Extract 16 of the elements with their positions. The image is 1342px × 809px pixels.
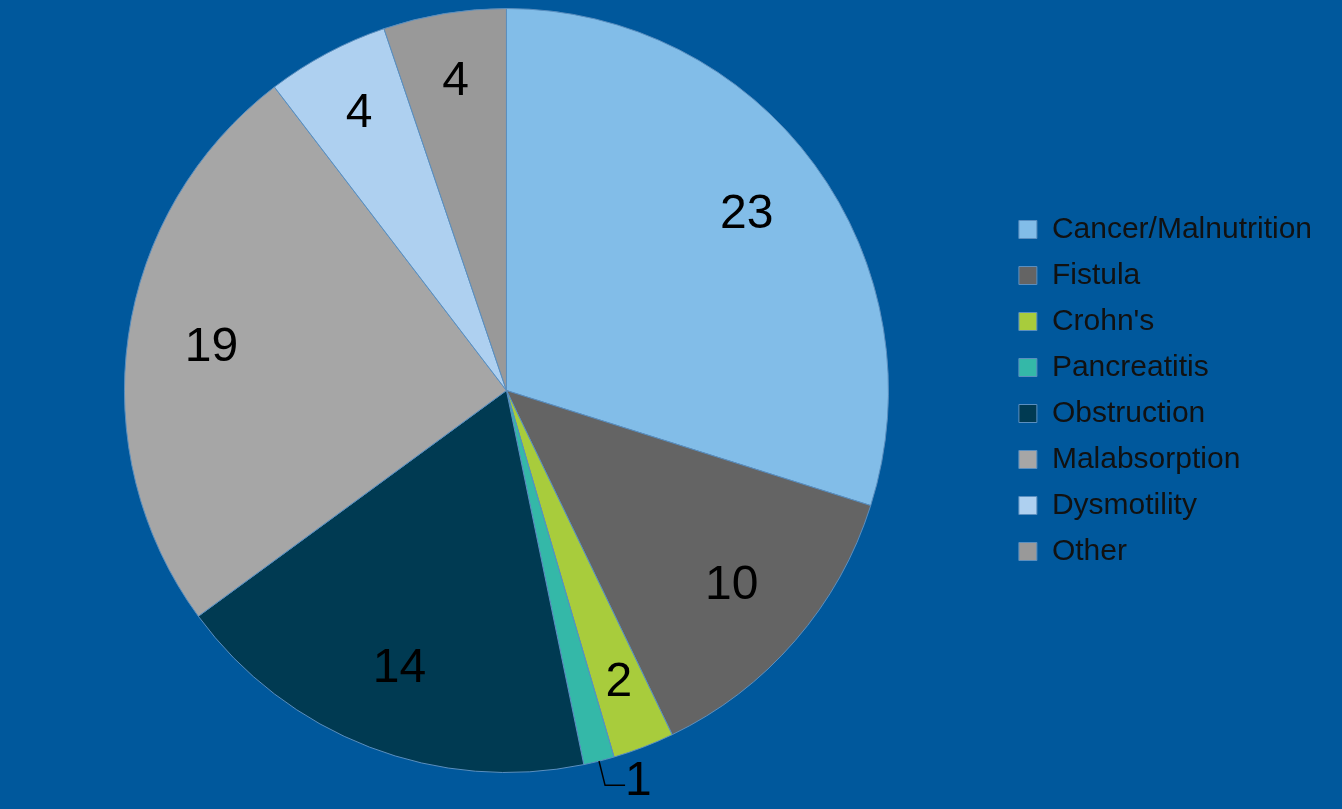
- data-label: 4: [442, 51, 469, 105]
- legend-label: Malabsorption: [1051, 440, 1241, 474]
- data-label: 4: [345, 84, 373, 138]
- data-label: 2: [605, 653, 633, 707]
- data-label: 23: [720, 184, 774, 238]
- legend-label: Fistula: [1051, 256, 1141, 290]
- legend-label: Cancer/Malnutrition: [1051, 210, 1313, 244]
- data-label: 14: [372, 638, 427, 692]
- legend-label: Crohn's: [1051, 302, 1155, 336]
- legend-label: Pancreatitis: [1051, 348, 1209, 382]
- legend-label: Other: [1051, 532, 1127, 566]
- data-label: 1: [625, 751, 652, 805]
- legend-label: Dysmotility: [1051, 486, 1197, 520]
- legend-label: Obstruction: [1051, 394, 1206, 428]
- data-label: 19: [184, 318, 239, 372]
- data-label: 10: [704, 555, 759, 609]
